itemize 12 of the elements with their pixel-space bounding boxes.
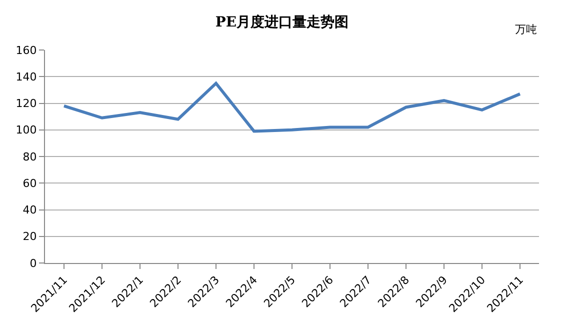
y-tick-label: 0 (30, 256, 37, 270)
y-tick-label: 100 (16, 124, 37, 137)
y-tick-label: 40 (22, 204, 37, 217)
y-tick-label: 140 (16, 70, 37, 84)
y-axis-title: 万吨 (515, 23, 537, 36)
line-series (62, 82, 522, 133)
chart-title: PE月度进口量走势图 (215, 13, 349, 30)
y-tick-label: 120 (16, 97, 37, 110)
y-tick-label: 60 (22, 176, 37, 190)
y-tick-label: 80 (22, 150, 37, 164)
y-tick-label: 20 (22, 230, 37, 244)
y-tick-label: 160 (16, 44, 37, 57)
